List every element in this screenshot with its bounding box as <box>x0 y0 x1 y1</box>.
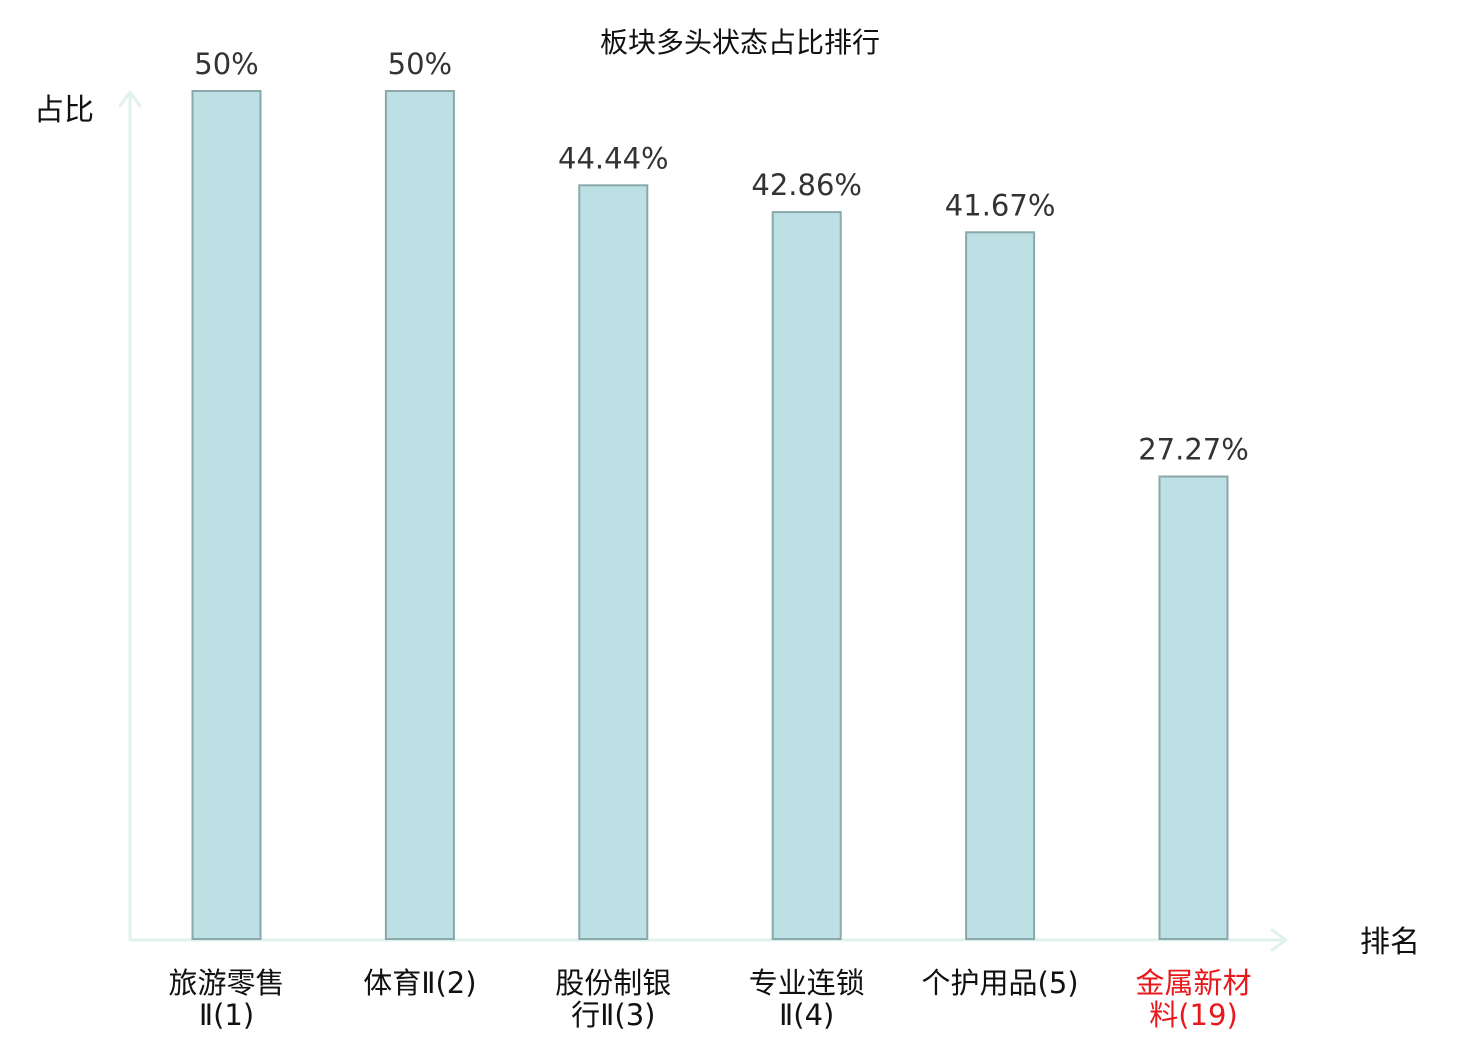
category-label-line: 专业连锁 <box>749 966 865 1000</box>
category-label: 金属新材料(19) <box>1135 966 1251 1032</box>
category-label: 专业连锁 Ⅱ(4) <box>749 966 865 1032</box>
category-label: 股份制银行Ⅱ(3) <box>555 966 671 1032</box>
category-label-line: Ⅱ(1) <box>199 998 254 1032</box>
category-label-line: 料(19) <box>1149 998 1238 1032</box>
bar-value-label: 42.86% <box>751 168 862 202</box>
category-label-line: 行Ⅱ(3) <box>571 998 655 1032</box>
bar-value-label: 41.67% <box>945 188 1056 222</box>
category-labels: 旅游零售 Ⅱ(1) 体育Ⅱ(2) 股份制银行Ⅱ(3) 专业连锁 Ⅱ(4) 个护用品(5) 金属… <box>168 966 1251 1032</box>
bar <box>384 90 455 940</box>
x-axis-label: 排名 <box>1360 925 1420 960</box>
category-label: 旅游零售 Ⅱ(1) <box>168 966 284 1032</box>
bars <box>191 90 1229 940</box>
bar-value-label: 44.44% <box>558 141 669 175</box>
chart-title: 板块多头状态占比排行 <box>600 26 880 59</box>
bar-value-label: 50% <box>194 47 258 81</box>
y-axis <box>118 90 142 941</box>
category-label-line: 个护用品(5) <box>922 966 1079 1000</box>
value-labels: 50% 50% 44.44% 42.86% 41.67% 27.27% <box>194 47 1249 467</box>
category-label: 体育Ⅱ(2) <box>363 966 476 1000</box>
bar <box>965 231 1036 940</box>
bar <box>578 184 649 940</box>
category-label-line: 股份制银 <box>555 966 671 1000</box>
axes <box>118 90 1288 952</box>
x-axis <box>128 928 1288 952</box>
bar <box>1158 475 1229 940</box>
bar <box>771 211 842 940</box>
category-label-line: 体育Ⅱ(2) <box>363 966 476 1000</box>
y-axis-label: 占比 <box>34 93 94 128</box>
bar-value-label: 27.27% <box>1138 433 1249 467</box>
bar-value-label: 50% <box>388 47 452 81</box>
category-label-line: 金属新材 <box>1135 966 1251 1000</box>
bar <box>191 90 262 940</box>
category-label-line: 旅游零售 <box>168 966 284 1000</box>
category-label-line: Ⅱ(4) <box>779 998 834 1032</box>
category-label: 个护用品(5) <box>922 966 1079 1000</box>
